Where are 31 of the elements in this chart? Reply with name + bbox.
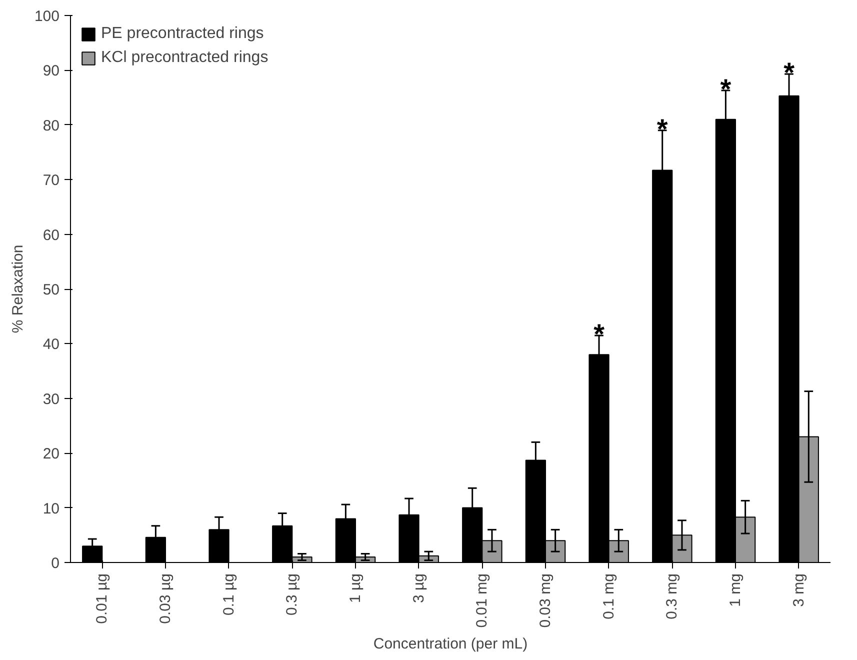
y-tick-label: 80 xyxy=(42,117,60,134)
y-tick-label: 0 xyxy=(51,555,60,572)
x-tick-label: 0.03 µg xyxy=(157,573,174,624)
x-axis-title: Concentration (per mL) xyxy=(373,636,528,653)
x-tick-label: 0.01 µg xyxy=(94,573,111,624)
annotation: * xyxy=(656,113,668,144)
x-tick-label: 0.1 µg xyxy=(220,573,238,616)
y-axis-title: % Relaxation xyxy=(9,244,26,334)
y-tick-label: 90 xyxy=(42,62,60,80)
annotation: * xyxy=(720,73,732,104)
annotation: * xyxy=(594,318,605,350)
x-tick-label: 0.1 mg xyxy=(600,574,618,620)
y-tick-label: 50 xyxy=(42,282,60,298)
y-tick-label: 40 xyxy=(42,336,60,354)
annotation: * xyxy=(784,57,795,88)
y-tick-label: 70 xyxy=(42,172,60,190)
x-tick-label: 0.03 mg xyxy=(537,573,554,628)
y-tick-label: 20 xyxy=(42,446,60,463)
x-tick-label: 3 µg xyxy=(410,573,428,603)
y-tick-label: 100 xyxy=(34,8,60,25)
legend-label: KCl precontracted rings xyxy=(101,49,268,67)
x-tick-label: 1 mg xyxy=(727,573,744,607)
x-tick-label: 1 µg xyxy=(347,573,364,603)
y-tick-label: 60 xyxy=(42,226,60,244)
y-tick-label: 10 xyxy=(42,500,60,518)
legend-label: PE precontracted rings xyxy=(101,25,264,43)
x-tick-label: 0.3 µg xyxy=(284,573,301,616)
x-tick-label: 0.3 mg xyxy=(664,574,681,620)
x-tick-label: 3 mg xyxy=(790,573,808,607)
x-tick-label: 0.01 mg xyxy=(474,573,491,628)
y-tick-label: 30 xyxy=(42,390,60,408)
